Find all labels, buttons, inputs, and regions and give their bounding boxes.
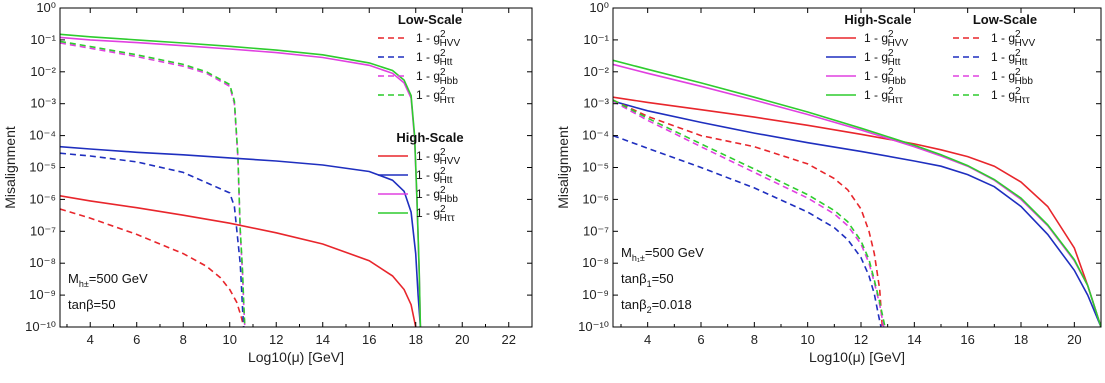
series-line-high-scale-0: [613, 96, 1101, 327]
y-tick-label: 10⁻⁵: [582, 160, 609, 175]
legend-label: 1 - g2 Hττ: [416, 204, 455, 224]
series-line-high-scale-7: [60, 33, 422, 327]
series-line-low-scale-1: [60, 152, 245, 327]
y-tick-label: 10⁰: [36, 0, 56, 15]
y-tick-label: 10⁻⁵: [29, 160, 56, 175]
legend-label: 1 - g2 Htt: [991, 48, 1028, 68]
y-tick-label: 10⁻⁷: [30, 223, 56, 238]
x-tick-label: 16: [960, 332, 974, 347]
y-tick-label: 10⁻³: [30, 96, 56, 111]
legend-label: 1 - g2 HVV: [864, 29, 908, 49]
legend-label: 1 - g2 Hττ: [864, 86, 903, 106]
legend-label: 1 - g2 HVV: [991, 29, 1035, 49]
series-line-low-scale-6: [613, 100, 885, 327]
legend-label: 1 - g2 Hbb: [416, 185, 458, 205]
legend-label: 1 - g2 HVV: [416, 29, 460, 49]
series-line-high-scale-1: [613, 100, 1101, 327]
y-tick-label: 10⁻²: [30, 64, 56, 79]
series-group: [613, 59, 1101, 327]
series-line-low-scale-7: [613, 99, 886, 327]
y-tick-label: 10⁻³: [583, 96, 609, 111]
legend-label: 1 - g2 Hbb: [416, 67, 458, 87]
series-line-high-scale-4: [60, 195, 417, 327]
y-tick-label: 10⁻⁸: [29, 255, 56, 270]
legend-label: 1 - g2 Htt: [864, 48, 901, 68]
y-tick-label: 10⁻²: [583, 64, 609, 79]
legend-label: 1 - g2 Hττ: [991, 86, 1030, 106]
series-line-low-scale-2: [60, 42, 246, 327]
y-tick-label: 10⁻⁹: [29, 287, 56, 302]
annotation: tanβ2=0.018: [621, 297, 692, 315]
y-tick-label: 10⁻¹⁰: [25, 319, 56, 334]
x-tick-label: 14: [316, 332, 330, 347]
series-group: [60, 33, 422, 327]
x-tick-label: 6: [697, 332, 704, 347]
y-axis-title: Misalignment: [555, 126, 571, 209]
legend-label: 1 - g2 Hbb: [991, 67, 1033, 87]
y-tick-label: 10⁻⁶: [29, 191, 56, 206]
x-tick-label: 4: [87, 332, 94, 347]
x-tick-label: 10: [800, 332, 814, 347]
series-line-high-scale-3: [613, 59, 1101, 327]
y-tick-label: 10⁻⁶: [582, 191, 609, 206]
annotation: Mh₁±=500 GeV: [621, 245, 704, 263]
legend-title: High-Scale: [396, 130, 463, 145]
legend-label: 1 - g2 Hττ: [416, 86, 455, 106]
series-line-low-scale-5: [613, 134, 882, 327]
legend-title: Low-Scale: [398, 12, 462, 27]
x-tick-label: 20: [1067, 332, 1081, 347]
x-tick-label: 20: [455, 332, 469, 347]
plot-frame: [612, 7, 1102, 328]
x-tick-label: 22: [502, 332, 516, 347]
y-tick-label: 10⁻⁹: [582, 287, 609, 302]
y-tick-label: 10⁻¹⁰: [578, 319, 609, 334]
series-line-low-scale-3: [60, 40, 246, 327]
legend-title: Low-Scale: [973, 12, 1037, 27]
y-tick-label: 10⁻¹: [30, 32, 56, 47]
y-tick-label: 10⁻⁸: [582, 255, 609, 270]
x-tick-label: 16: [362, 332, 376, 347]
x-tick-label: 18: [1014, 332, 1028, 347]
x-tick-label: 10: [222, 332, 236, 347]
legend-label: 1 - g2 HVV: [416, 147, 460, 167]
x-tick-label: 12: [854, 332, 868, 347]
x-axis-title: Log10(μ) [GeV]: [248, 349, 344, 365]
x-axis-title: Log10(μ) [GeV]: [809, 349, 905, 365]
chart-panel-right: 4 6 8 10 12 14 16 18 20 10⁻¹⁰ 10⁻⁹ 10⁻⁸ 10⁻⁷ 10⁻⁶ 10⁻⁵…: [555, 0, 1102, 365]
series-line-high-scale-5: [60, 145, 422, 327]
x-tick-label: 18: [409, 332, 423, 347]
x-tick-label: 4: [644, 332, 651, 347]
legend-label: 1 - g2 Htt: [416, 166, 453, 186]
y-tick-label: 10⁻⁴: [29, 128, 56, 143]
x-tick-label: 8: [180, 332, 187, 347]
annotation: tanβ=50: [68, 297, 116, 312]
annotation: Mh±=500 GeV: [68, 271, 148, 289]
x-tick-label: 12: [269, 332, 283, 347]
x-tick-label: 14: [907, 332, 921, 347]
x-tick-label: 6: [133, 332, 140, 347]
y-tick-label: 10⁻⁴: [582, 128, 609, 143]
chart-panel-left: 4 6 8 10 12 14 16 18 20 22 10⁻¹⁰ 10⁻⁹ 10⁻⁸ 10⁻⁷ 10⁻⁶ 10…: [2, 0, 533, 365]
y-tick-label: 10⁻⁷: [583, 223, 609, 238]
x-tick-label: 8: [751, 332, 758, 347]
y-tick-label: 10⁻¹: [583, 32, 609, 47]
series-line-low-scale-4: [613, 99, 884, 327]
y-axis-title: Misalignment: [2, 126, 18, 209]
legend-title: High-Scale: [844, 12, 911, 27]
annotation: tanβ1=50: [621, 271, 674, 289]
y-tick-label: 10⁰: [589, 0, 609, 15]
legend-label: 1 - g2 Htt: [416, 48, 453, 68]
legend-label: 1 - g2 Hbb: [864, 67, 906, 87]
series-line-low-scale-0: [60, 208, 245, 327]
